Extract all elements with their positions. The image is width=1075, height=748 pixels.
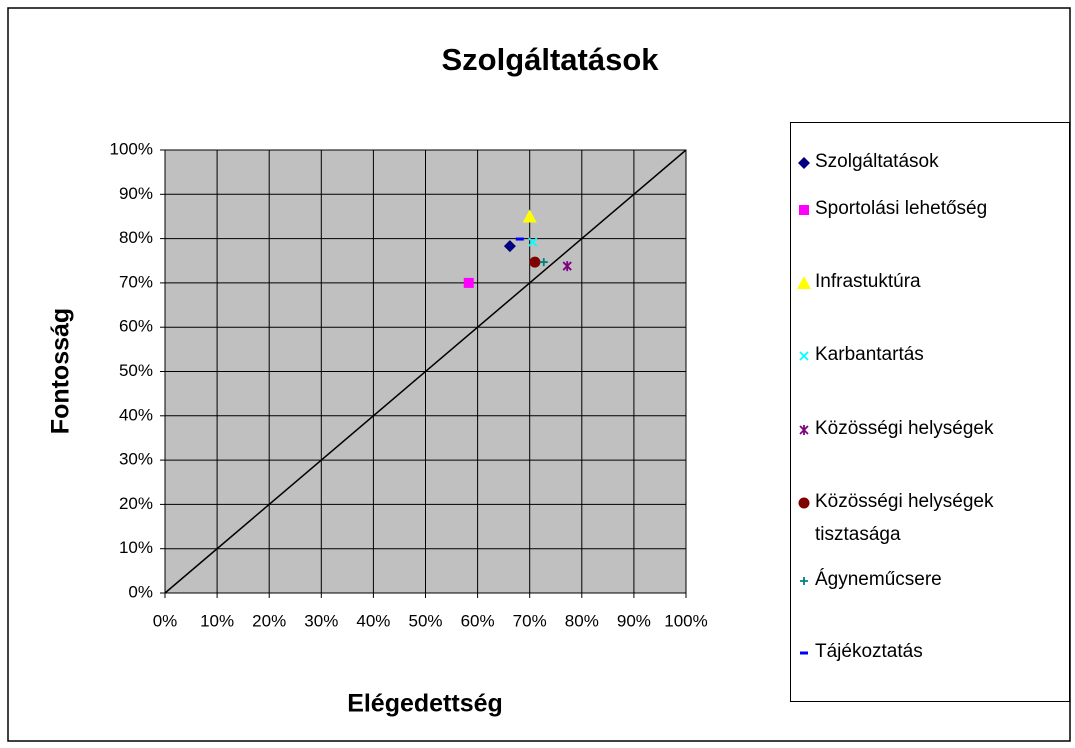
legend-marker [798,157,810,169]
point [463,277,474,288]
legend-marker [800,577,808,585]
y-axis-title: Fontosság [47,308,75,434]
legend-label: Infrastuktúra [815,271,921,292]
legend-marker-box [798,157,810,169]
y-tick-label: 40% [119,405,153,424]
x-axis-title: Elégedettség [347,690,503,718]
x-tick-label: 80% [565,611,599,630]
x-tick-label: 10% [200,611,234,630]
legend-entry: Karbantartás [797,338,1067,371]
x-tick-label: 0% [153,611,178,630]
x-tick-label: 70% [513,611,547,630]
legend-entry: Szolgáltatások [797,145,1067,178]
point [528,237,538,247]
y-tick-label: 70% [119,272,153,291]
x-tick-label: 50% [408,611,442,630]
legend-marker [799,351,809,361]
legend-label: Karbantartás [815,344,924,365]
y-tick-label: 50% [119,361,153,380]
x-tick-label: 100% [664,611,707,630]
y-tick-label: 10% [119,538,153,557]
legend-marker-box [799,351,809,361]
x-tick-label: 40% [356,611,390,630]
x-tick-label: 90% [617,611,651,630]
point [539,258,548,267]
legend-marker [797,276,811,289]
legend: Szolgáltatások Sportolási lehetőség Infras… [790,122,1070,702]
legend-label: Sportolási lehetőség [815,198,988,219]
legend-marker-box [799,205,809,215]
legend-marker [798,497,810,509]
legend-marker-box [800,577,808,585]
point [503,240,516,253]
legend-entry: Tájékoztatás [797,635,1067,668]
legend-marker-box [799,425,809,435]
legend-marker-box [800,651,808,655]
y-tick-label: 80% [119,228,153,247]
x-tick-label: 60% [461,611,495,630]
legend-marker-box [797,276,811,289]
legend-marker [799,425,809,435]
point [529,256,541,268]
legend-marker-box [798,497,810,509]
legend-entry: Ágyneműcsere [797,563,1067,596]
point [562,261,572,272]
reference-line [164,149,687,594]
y-tick-label: 60% [119,317,153,336]
x-tick-label: 30% [304,611,338,630]
y-tick-label: 90% [119,184,153,203]
legend-label: Közösségi helységek [815,418,994,439]
legend-label: Tájékoztatás [815,641,923,662]
legend-entry: Sportolási lehetőség [797,192,1067,225]
y-tick-label: 0% [128,582,153,601]
y-tick-label: 30% [119,450,153,469]
x-tick-label: 20% [252,611,286,630]
legend-label: Ágyneműcsere [815,569,942,590]
legend-label: Közösségi helységek tisztasága [815,491,994,545]
legend-entry: Közösségi helységek [797,412,1067,445]
legend-entry: Közösségi helységek tisztasága [797,485,1067,551]
y-tick-label: 100% [110,139,153,158]
legend-marker [799,205,809,215]
point [522,209,537,223]
legend-label: Szolgáltatások [815,151,939,172]
chart-title: Szolgáltatások [441,42,659,77]
y-tick-label: 20% [119,494,153,513]
legend-entry: Infrastuktúra [797,265,1067,298]
